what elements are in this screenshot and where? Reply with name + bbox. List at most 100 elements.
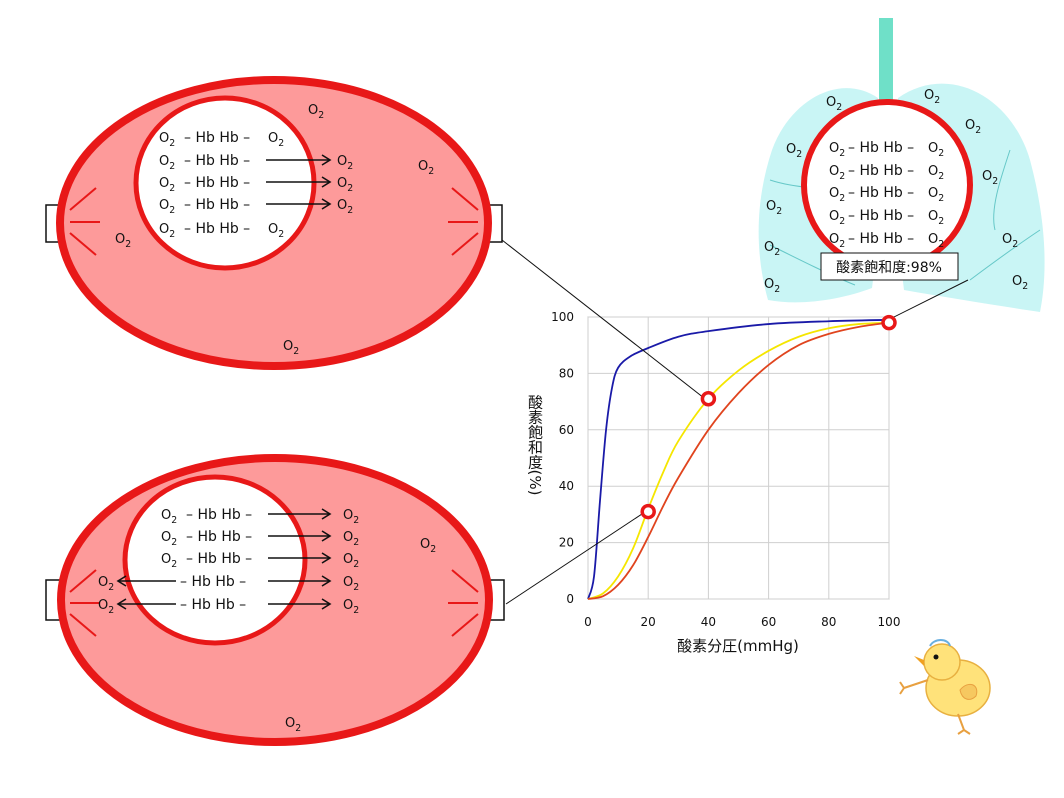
o2-label: O2 xyxy=(786,142,802,160)
hb-row-lung-4: – Hb Hb – xyxy=(848,231,914,247)
highlight-marker-2 xyxy=(881,314,897,331)
o2-label: O2 xyxy=(343,598,359,616)
hb-row-top-0: – Hb Hb – xyxy=(184,130,250,146)
y-tick-label: 20 xyxy=(559,536,574,550)
y-tick-label: 100 xyxy=(551,310,574,324)
release-arrow-top-1 xyxy=(266,154,332,166)
cell-interior-bottom xyxy=(122,474,308,646)
oxygen-release-arrows xyxy=(116,154,332,610)
x-tick-label: 40 xyxy=(701,615,716,629)
o2-label: O2 xyxy=(928,141,944,159)
o2-label: O2 xyxy=(268,222,284,240)
free-oxygen-labels: O2 O2 O2 O2 O2 O2 O2 O2 O2 O2 O2 O2 O2 O2 O2 O2 xyxy=(115,88,1028,734)
hb-row-bottom-3: – Hb Hb – xyxy=(180,574,246,590)
hb-row-lung-3: – Hb Hb – xyxy=(848,208,914,224)
hb-row-lung-0: – Hb Hb – xyxy=(848,140,914,156)
highlight-markers xyxy=(640,314,897,520)
o2-label: O2 xyxy=(418,159,434,177)
o2-label: O2 xyxy=(928,209,944,227)
o2-label: O2 xyxy=(343,530,359,548)
o2-label: O2 xyxy=(343,575,359,593)
connector-lung xyxy=(885,279,969,322)
chart-series xyxy=(587,318,890,600)
o2-label: O2 xyxy=(928,232,944,250)
x-tick-label: 100 xyxy=(878,615,901,629)
x-tick-label: 60 xyxy=(761,615,776,629)
hb-row-lung-2: – Hb Hb – xyxy=(848,185,914,201)
o2-label: O2 xyxy=(420,537,436,555)
y-tick-label: 0 xyxy=(566,592,574,606)
lung-saturation-label: 酸素飽和度:98% xyxy=(836,259,942,276)
o2-label: O2 xyxy=(337,198,353,216)
y-tick-label: 80 xyxy=(559,366,574,380)
o2-label: O2 xyxy=(829,141,845,159)
chart-plot-area xyxy=(587,316,890,600)
o2-label: O2 xyxy=(764,277,780,295)
release-arrow-bottom-1 xyxy=(268,530,332,542)
y-tick-label: 60 xyxy=(559,423,574,437)
o2-label: O2 xyxy=(308,103,324,121)
o2-label: O2 xyxy=(337,154,353,172)
y-tick-label: 40 xyxy=(559,479,574,493)
highlight-marker-1 xyxy=(700,391,717,407)
o2-label: O2 xyxy=(826,95,842,113)
o2-label: O2 xyxy=(924,88,940,106)
release-arrow-left-4 xyxy=(116,598,176,610)
o2-label: O2 xyxy=(829,186,845,204)
o2-label: O2 xyxy=(268,131,284,149)
hb-row-top-4: – Hb Hb – xyxy=(184,221,250,237)
release-arrow-bottom-4 xyxy=(268,598,332,610)
o2-label: O2 xyxy=(98,575,114,593)
chick-illustration xyxy=(899,639,991,735)
release-arrow-bottom-0 xyxy=(268,508,332,520)
o2-label: O2 xyxy=(829,164,845,182)
x-tick-label: 20 xyxy=(641,615,656,629)
o2-label: O2 xyxy=(343,508,359,526)
hb-row-bottom-1: – Hb Hb – xyxy=(186,529,252,545)
red-blood-cell-top xyxy=(45,76,503,370)
o2-label: O2 xyxy=(766,199,782,217)
trachea xyxy=(879,18,893,110)
dissociation-chart: 0 20 40 60 80 100 0 20 40 60 80 100 酸素分圧(mmHg) 酸素飽和… xyxy=(526,310,900,655)
o2-label: O2 xyxy=(1002,232,1018,250)
o2-label: O2 xyxy=(159,154,175,172)
o2-label: O2 xyxy=(829,209,845,227)
o2-label: O2 xyxy=(285,716,301,734)
o2-label: O2 xyxy=(764,240,780,258)
series-line-0 xyxy=(587,318,890,600)
release-arrow-left-3 xyxy=(116,575,176,587)
hb-row-lung-1: – Hb Hb – xyxy=(848,163,914,179)
connector-lines xyxy=(501,239,969,605)
o2-label: O2 xyxy=(159,198,175,216)
hb-row-top-1: – Hb Hb – xyxy=(184,153,250,169)
o2-label: O2 xyxy=(161,530,177,548)
o2-label: O2 xyxy=(965,118,981,136)
x-tick-label: 80 xyxy=(821,615,836,629)
red-blood-cell-bottom xyxy=(45,454,505,746)
x-tick-label: 0 xyxy=(584,615,592,629)
o2-label: O2 xyxy=(982,169,998,187)
hb-row-bottom-2: – Hb Hb – xyxy=(186,551,252,567)
o2-label: O2 xyxy=(928,186,944,204)
o2-label: O2 xyxy=(1012,274,1028,292)
series-line-2 xyxy=(587,321,890,600)
o2-label: O2 xyxy=(98,598,114,616)
connector-top-cell xyxy=(501,239,705,399)
o2-label: O2 xyxy=(159,176,175,194)
release-arrow-top-3 xyxy=(266,198,332,210)
hb-row-bottom-0: – Hb Hb – xyxy=(186,507,252,523)
x-axis-label: 酸素分圧(mmHg) xyxy=(677,637,799,655)
hb-row-top-3: – Hb Hb – xyxy=(184,197,250,213)
highlight-marker-0 xyxy=(640,503,656,520)
hb-row-top-2: – Hb Hb – xyxy=(184,175,250,191)
o2-label: O2 xyxy=(337,176,353,194)
o2-label: O2 xyxy=(115,232,131,250)
o2-label: O2 xyxy=(161,508,177,526)
y-axis-label: 酸素飽和度(%) xyxy=(526,395,544,496)
release-arrow-top-2 xyxy=(266,176,332,188)
o2-label: O2 xyxy=(343,552,359,570)
o2-label: O2 xyxy=(159,131,175,149)
o2-label: O2 xyxy=(928,164,944,182)
